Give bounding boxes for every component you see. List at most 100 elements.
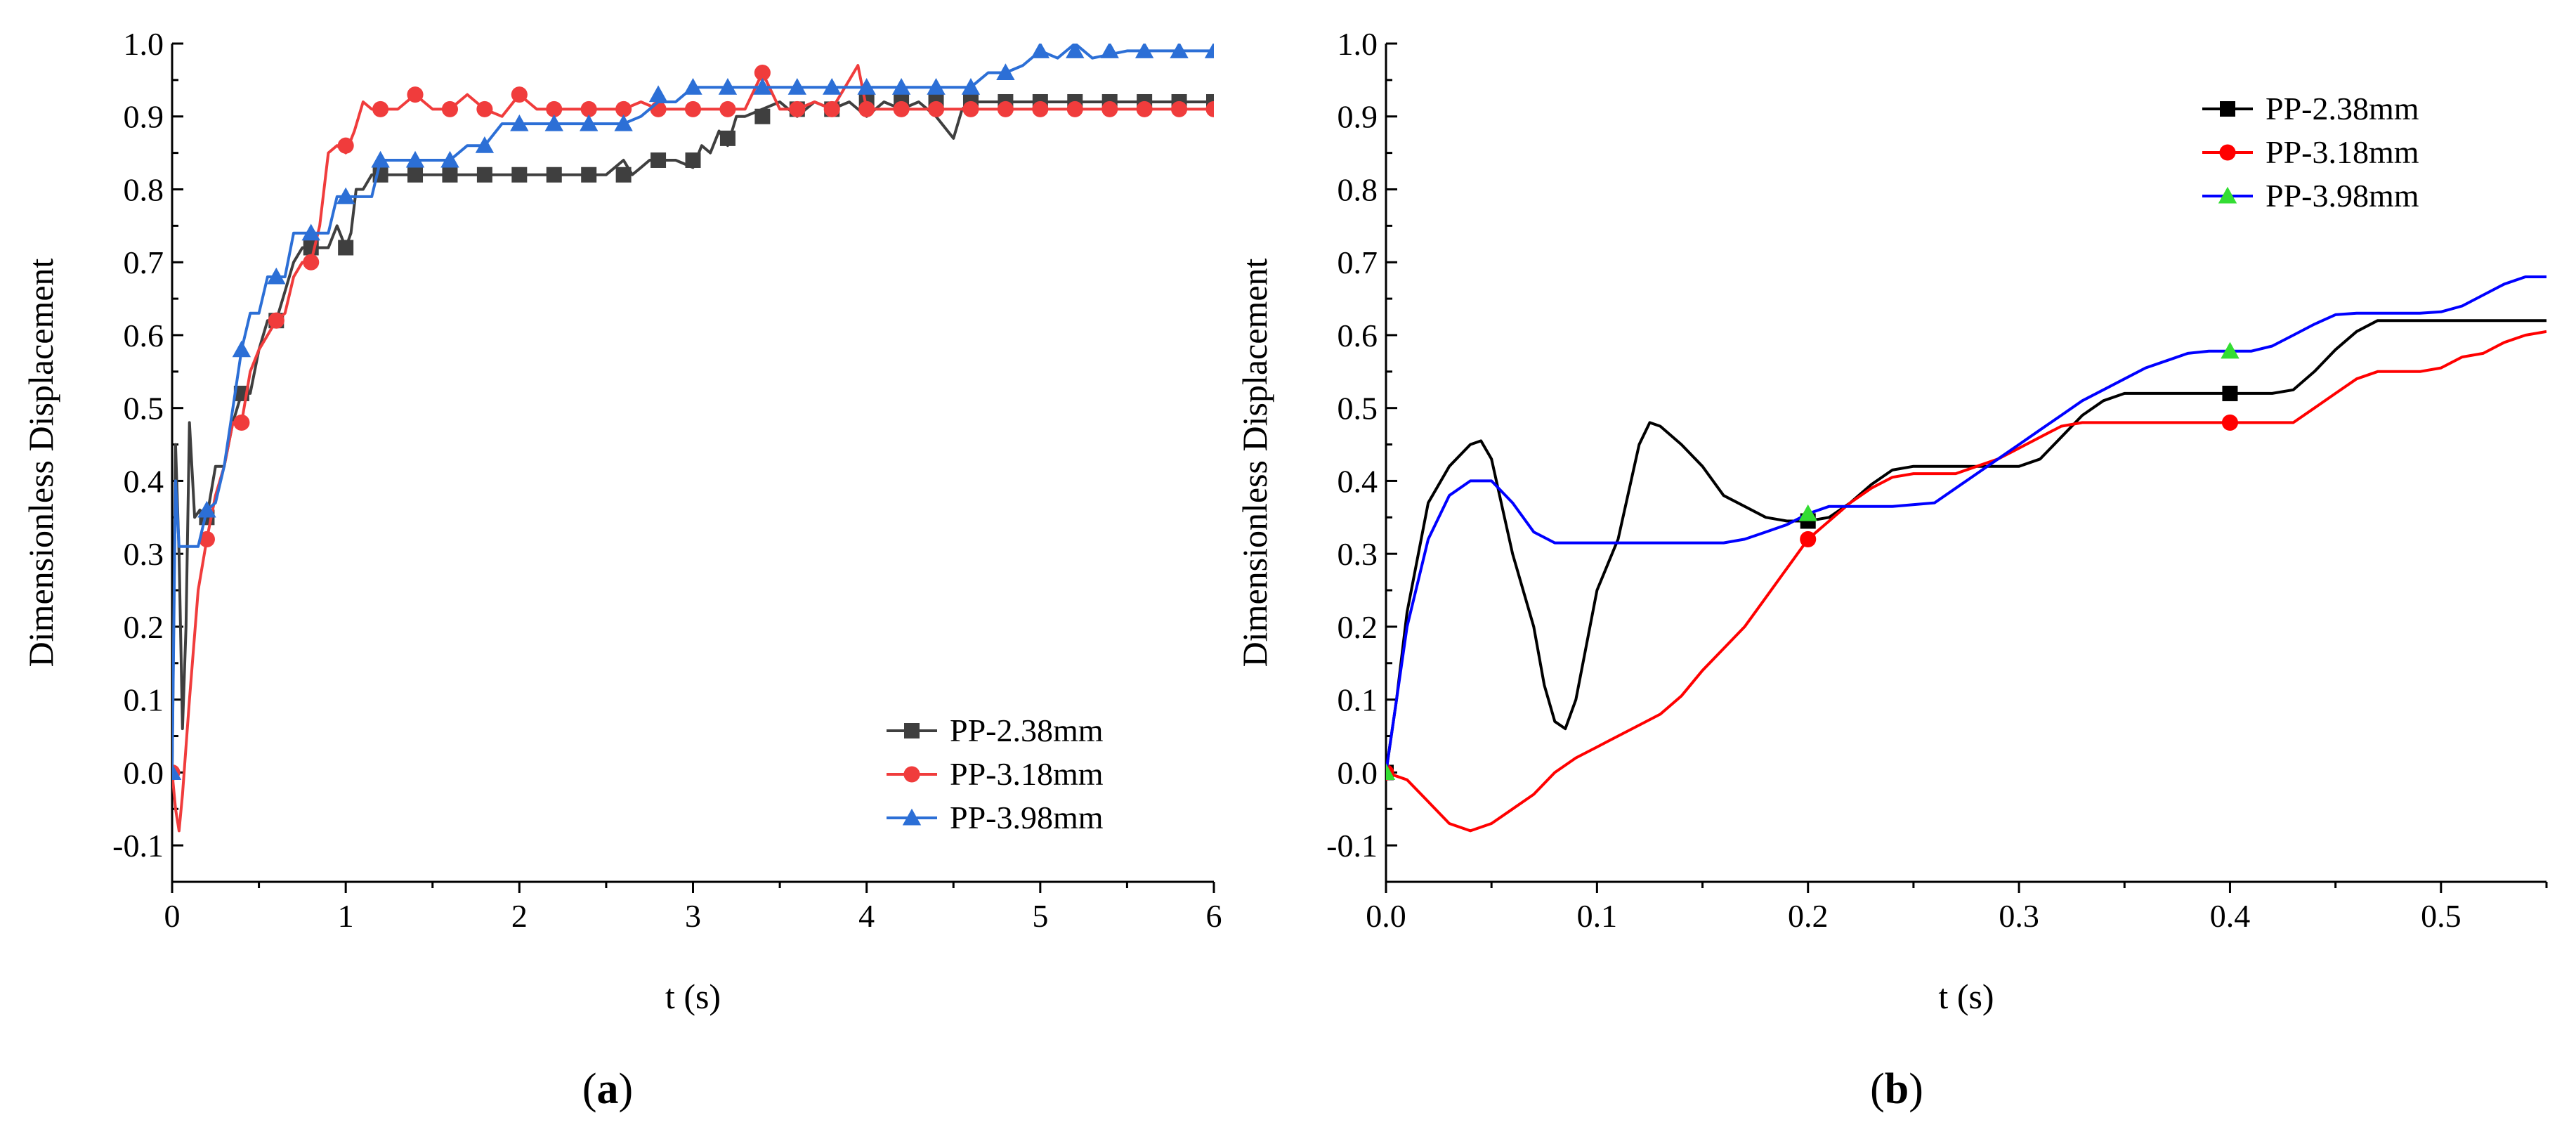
chart-panel-a: -0.1 0.0 0.1 0.2 0.3 0.4 0.5 0.6 0.7 0.8 0.9 1.0 0 1 2… bbox=[21, 26, 1222, 1113]
series-line-1 bbox=[1386, 319, 2546, 773]
plot-area bbox=[1386, 275, 2546, 833]
series-marker-2 bbox=[372, 100, 389, 117]
series-marker-3 bbox=[1798, 504, 1817, 521]
series-marker-2 bbox=[1101, 100, 1118, 117]
series-marker-2 bbox=[789, 100, 806, 117]
x-tick-label: 0.5 bbox=[2421, 898, 2461, 934]
series-marker-2 bbox=[684, 100, 702, 117]
y-tick-label: 0.3 bbox=[124, 536, 164, 572]
legend-label: PP-3.18mm bbox=[2266, 134, 2419, 170]
series-marker-2 bbox=[441, 100, 459, 117]
series-marker-3 bbox=[232, 340, 251, 358]
y-tick-label: 0.3 bbox=[1338, 536, 1378, 572]
series-marker-1 bbox=[442, 167, 458, 183]
chart-panel-b: -0.1 0.0 0.1 0.2 0.3 0.4 0.5 0.6 0.7 0.8 0.9 1.0 0.0… bbox=[1235, 26, 2548, 1113]
y-tick-label: -0.1 bbox=[1326, 828, 1378, 864]
series-marker-2 bbox=[511, 86, 528, 103]
series-marker-3 bbox=[891, 78, 911, 95]
series-marker-3 bbox=[684, 78, 702, 95]
y-axis-title: Dimensionless Displacement bbox=[21, 258, 60, 667]
x-tick-label: 0 bbox=[164, 898, 181, 934]
series-marker-2 bbox=[858, 100, 875, 117]
x-tick-label: 0.2 bbox=[1788, 898, 1829, 934]
legend-label: PP-2.38mm bbox=[950, 712, 1104, 748]
series-line-1 bbox=[172, 100, 1214, 773]
series-marker-1 bbox=[615, 167, 632, 183]
panel-label-letter: a bbox=[597, 1065, 619, 1113]
series-marker-3 bbox=[510, 114, 529, 131]
series-marker-3 bbox=[475, 136, 495, 153]
legend: PP-2.38mm PP-3.18mm PP-3.98mm bbox=[2202, 91, 2419, 214]
panel-label-open: ( bbox=[1870, 1065, 1885, 1113]
series-marker-3 bbox=[1066, 44, 1085, 58]
series-marker-2 bbox=[580, 100, 597, 117]
panel-label: (a) bbox=[582, 1065, 633, 1113]
legend-marker bbox=[2219, 144, 2236, 161]
series-marker-3 bbox=[172, 763, 182, 780]
series-marker-3 bbox=[371, 150, 390, 168]
series-marker-2 bbox=[1800, 531, 1817, 547]
series-marker-3 bbox=[2221, 341, 2240, 359]
series-marker-2 bbox=[823, 100, 840, 117]
panel-label: (b) bbox=[1870, 1065, 1923, 1113]
series-marker-2 bbox=[962, 100, 979, 117]
series-marker-3 bbox=[857, 78, 876, 95]
series-marker-1 bbox=[546, 167, 562, 183]
series-marker-3 bbox=[718, 78, 738, 95]
series-marker-3 bbox=[1170, 44, 1189, 58]
series-marker-2 bbox=[1171, 100, 1188, 117]
series-marker-2 bbox=[198, 531, 215, 547]
y-axis-title: Dimensionless Displacement bbox=[1235, 258, 1274, 667]
series-marker-1 bbox=[476, 167, 492, 183]
x-tick-label: 5 bbox=[1032, 898, 1048, 934]
series-marker-3 bbox=[1100, 44, 1119, 58]
series-marker-2 bbox=[893, 100, 910, 117]
series-marker-2 bbox=[997, 100, 1014, 117]
series-marker-3 bbox=[1135, 44, 1154, 58]
legend-marker bbox=[903, 766, 920, 783]
series-marker-2 bbox=[233, 414, 250, 431]
series-line-2 bbox=[1386, 330, 2546, 833]
series-marker-2 bbox=[1136, 100, 1153, 117]
series-marker-3 bbox=[823, 78, 842, 95]
series-marker-3 bbox=[753, 78, 772, 95]
panel-label-letter: b bbox=[1885, 1065, 1909, 1113]
y-tick-label: 0.2 bbox=[124, 609, 164, 645]
series-marker-2 bbox=[719, 100, 736, 117]
series-marker-2 bbox=[615, 100, 632, 117]
legend-label: PP-3.98mm bbox=[2266, 178, 2419, 214]
series-marker-3 bbox=[996, 63, 1015, 81]
x-tick-label: 1 bbox=[338, 898, 354, 934]
series-marker-1 bbox=[685, 152, 701, 168]
legend-label: PP-3.18mm bbox=[950, 756, 1104, 792]
y-tick-label: 1.0 bbox=[124, 26, 164, 62]
series-marker-3 bbox=[1031, 44, 1050, 58]
legend: PP-2.38mm PP-3.18mm PP-3.98mm bbox=[887, 712, 1104, 835]
legend-marker bbox=[2218, 186, 2237, 204]
legend-marker bbox=[2220, 101, 2235, 117]
series-marker-2 bbox=[407, 86, 424, 103]
y-tick-label: 0.5 bbox=[124, 391, 164, 427]
x-tick-label: 0.3 bbox=[1999, 898, 2039, 934]
series-marker-1 bbox=[754, 108, 771, 124]
series-marker-3 bbox=[405, 150, 425, 168]
legend-marker bbox=[902, 808, 922, 826]
x-tick-label: 3 bbox=[685, 898, 701, 934]
y-tick-label: 0.0 bbox=[1338, 755, 1378, 790]
series-marker-1 bbox=[2222, 385, 2238, 401]
series-marker-1 bbox=[1206, 93, 1214, 110]
y-tick-label: 0.9 bbox=[124, 99, 164, 135]
series-marker-3 bbox=[580, 114, 599, 131]
series-marker-3 bbox=[267, 267, 286, 285]
series-marker-2 bbox=[2221, 414, 2239, 431]
series-marker-1 bbox=[511, 167, 528, 183]
series-marker-3 bbox=[961, 78, 981, 95]
x-tick-label: 0.4 bbox=[2210, 898, 2251, 934]
series-marker-3 bbox=[440, 150, 459, 168]
legend-marker bbox=[904, 723, 920, 738]
series-marker-2 bbox=[1066, 100, 1083, 117]
series-marker-2 bbox=[754, 64, 771, 82]
series-marker-2 bbox=[546, 100, 563, 117]
series-marker-3 bbox=[336, 187, 355, 204]
